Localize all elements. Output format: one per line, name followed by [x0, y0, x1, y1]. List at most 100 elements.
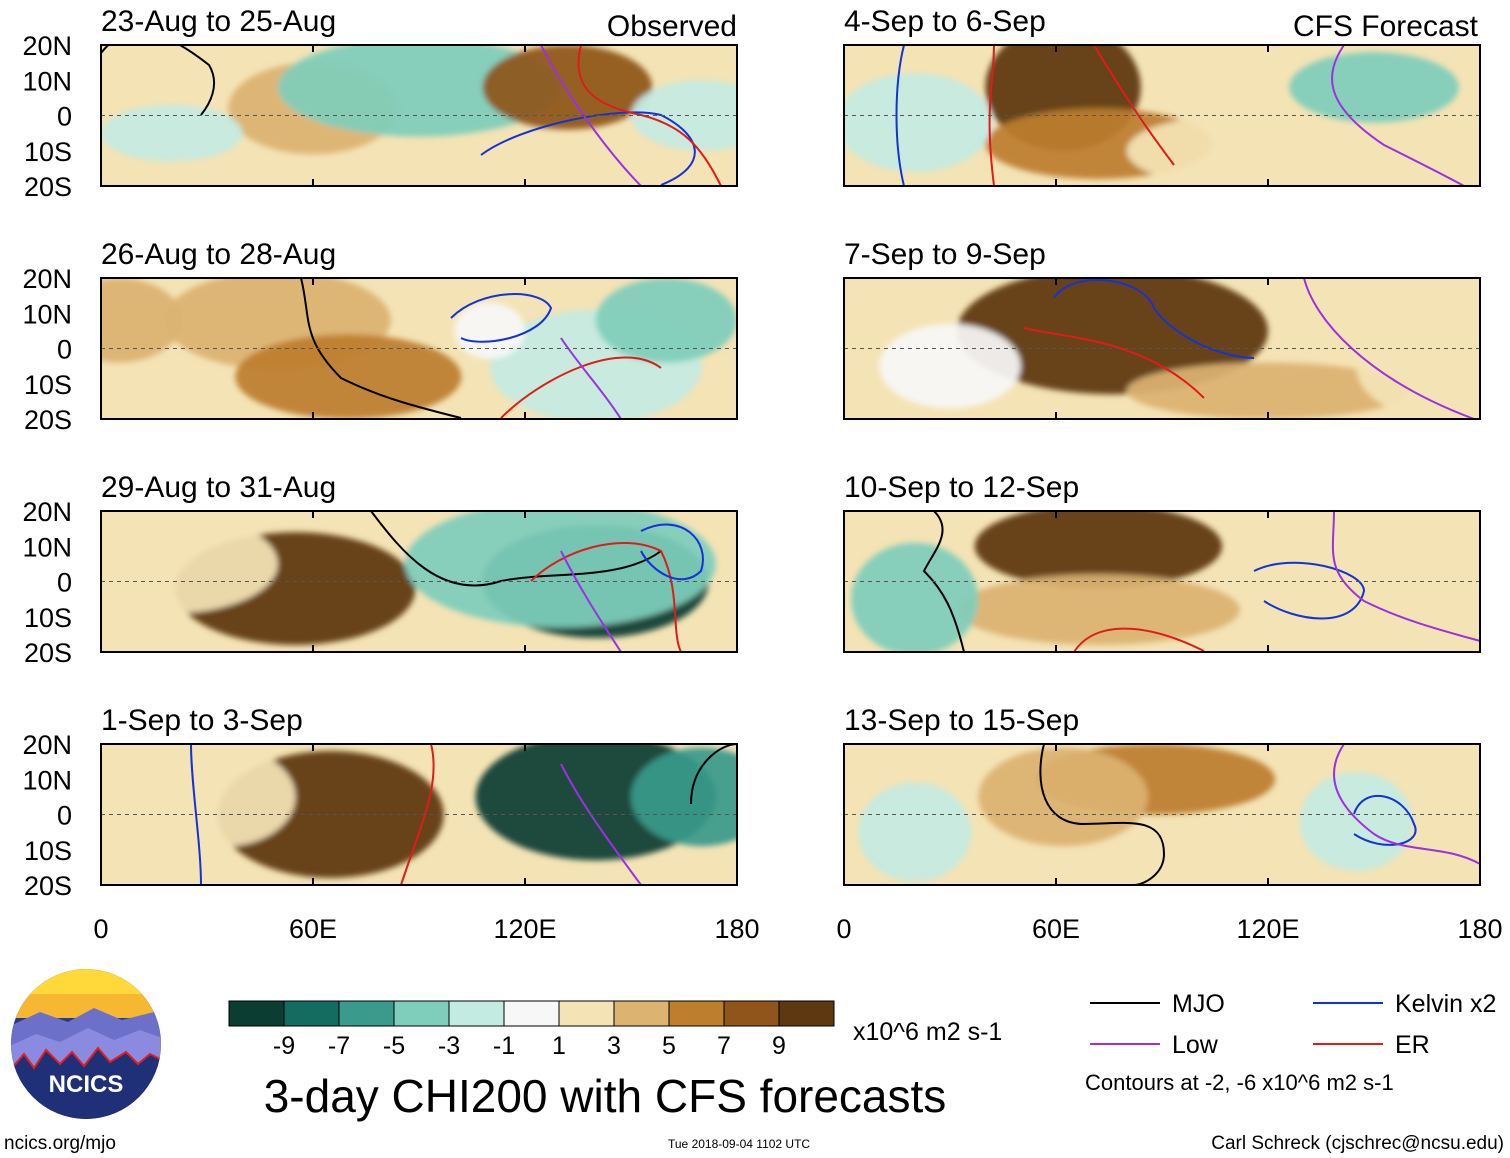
panel-5: 10-Sep to 12-Sep [843, 471, 1481, 653]
footer-url[interactable]: ncics.org/mjo [4, 1133, 116, 1154]
panel-frame [843, 510, 1481, 653]
panel-frame [100, 743, 738, 886]
colorbar-swatch [338, 1000, 395, 1027]
y-tick-label: 20S [24, 638, 72, 668]
anomaly-blob [957, 574, 1240, 645]
colorbar-label: 5 [662, 1032, 676, 1060]
y-tick-label: 10N [22, 66, 72, 96]
colorbar-label: -1 [493, 1032, 515, 1060]
colorbar: -9 -7 -5 -3 -1 1 3 5 7 9 [228, 1000, 835, 1060]
x-tick-label: 0 [93, 914, 108, 944]
wave-contour [1353, 795, 1417, 846]
legend-label: MJO [1172, 990, 1225, 1018]
anomaly-blob [154, 747, 296, 847]
y-tick-label: 0 [57, 335, 72, 365]
y-tick-label: 20S [24, 405, 72, 435]
panel-title: 7-Sep to 9-Sep [844, 238, 1046, 271]
panel-title: 4-Sep to 6-Sep [844, 5, 1046, 38]
panel-7: 13-Sep to 15-Sep [843, 704, 1481, 886]
panel-frame [843, 743, 1481, 886]
panel-1: 4-Sep to 6-Sep [843, 5, 1481, 187]
panel-0: 23-Aug to 25-Aug [100, 5, 738, 187]
anomaly-blob [851, 542, 979, 652]
anomaly-blob [844, 73, 993, 172]
wave-contour [450, 293, 553, 343]
panel-title: 1-Sep to 3-Sep [101, 704, 303, 737]
wave-contour [560, 763, 642, 885]
anomaly-blob [454, 302, 525, 360]
panel-title: 26-Aug to 28-Aug [101, 238, 336, 271]
footer-credit: Carl Schreck (cjschrec@ncsu.edu) [1211, 1133, 1504, 1154]
wave-contour [1253, 561, 1366, 620]
panel-frame [100, 277, 738, 420]
legend: MJO Kelvin x2 Low ER [1090, 990, 1496, 1059]
x-tick-label: 60E [289, 914, 337, 944]
y-tick-label: 20S [24, 871, 72, 901]
anomaly-blob [595, 278, 737, 363]
x-tick-label: 120E [493, 914, 556, 944]
anomaly-blob [235, 334, 462, 419]
y-tick-label: 0 [57, 568, 72, 598]
wave-contour [1093, 45, 1175, 166]
x-tick-label: 60E [1032, 914, 1080, 944]
panels-layer: 23-Aug to 25-Aug 4-Sep to 6-Sep 26-Aug to … [100, 5, 1481, 886]
wave-contour [530, 542, 682, 652]
anomaly-blob [101, 278, 183, 363]
wave-contour [1053, 278, 1255, 359]
legend-label: Low [1172, 1031, 1219, 1059]
ncics-logo: NCICS [11, 969, 161, 1119]
y-tick-label: 0 [57, 801, 72, 831]
anomaly-blob [277, 45, 561, 137]
anomaly-blob [1126, 362, 1410, 419]
colorbar-label: -5 [383, 1032, 405, 1060]
y-tick-label: 20N [22, 31, 72, 61]
panel-title: 29-Aug to 31-Aug [101, 471, 336, 504]
anomaly-blob [631, 747, 737, 847]
wave-contour [400, 744, 435, 885]
panel-3: 7-Sep to 9-Sep [843, 238, 1481, 420]
y-tick-label: 20N [22, 497, 72, 527]
logo-text: NCICS [49, 1071, 124, 1098]
colorbar-label: 9 [772, 1032, 786, 1060]
y-tick-label: 20S [24, 172, 72, 202]
wave-contour [1331, 45, 1465, 186]
anomaly-blob [101, 104, 243, 162]
y-tick-label: 10S [24, 603, 72, 633]
legend-label: ER [1395, 1031, 1430, 1059]
x-tick-label: 180 [1457, 914, 1502, 944]
y-tick-label: 10S [24, 370, 72, 400]
observed-header: Observed [607, 10, 737, 43]
y-tick-label: 10N [22, 532, 72, 562]
x-tick-label: 180 [714, 914, 759, 944]
wave-contour [1039, 744, 1166, 885]
colorbar-label: 1 [552, 1032, 566, 1060]
y-tick-label: 10S [24, 836, 72, 866]
anomaly-blob [858, 782, 972, 882]
colorbar-swatch [393, 1000, 450, 1027]
wave-contour [101, 45, 215, 116]
x-tick-label: 0 [836, 914, 851, 944]
wave-contour [560, 550, 622, 652]
wave-contour [1331, 511, 1480, 642]
wave-contour [895, 45, 905, 186]
panel-title: 10-Sep to 12-Sep [844, 471, 1079, 504]
wave-contour [577, 45, 722, 186]
anomaly-blob [482, 45, 653, 130]
colorbar-swatch [448, 1000, 505, 1027]
y-tick-label: 10N [22, 299, 72, 329]
y-tick-label: 10S [24, 137, 72, 167]
anomaly-blob [957, 278, 1268, 395]
wave-contour [1073, 627, 1205, 652]
colorbar-swatch [778, 1000, 835, 1027]
cfs-forecast-header: CFS Forecast [1293, 10, 1479, 43]
x-tick-label: 120E [1236, 914, 1299, 944]
anomaly-blob [978, 747, 1148, 847]
wave-contour [988, 45, 995, 186]
colorbar-swatch [558, 1000, 615, 1027]
wave-contour [560, 337, 622, 419]
contour-note: Contours at -2, -6 x10^6 m2 s-1 [1085, 1070, 1394, 1095]
y-tick-label: 20N [22, 264, 72, 294]
panel-4: 29-Aug to 31-Aug [100, 471, 738, 653]
wave-contour [300, 278, 462, 419]
